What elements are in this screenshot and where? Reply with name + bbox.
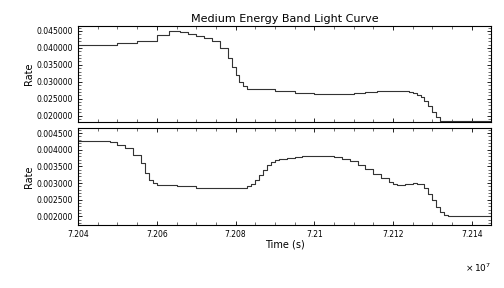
Y-axis label: Rate: Rate (24, 63, 34, 86)
Y-axis label: Rate: Rate (24, 165, 34, 188)
Title: Medium Energy Band Light Curve: Medium Energy Band Light Curve (191, 14, 379, 24)
X-axis label: Time (s): Time (s) (265, 240, 304, 250)
Text: $\times\,10^7$: $\times\,10^7$ (465, 261, 491, 274)
